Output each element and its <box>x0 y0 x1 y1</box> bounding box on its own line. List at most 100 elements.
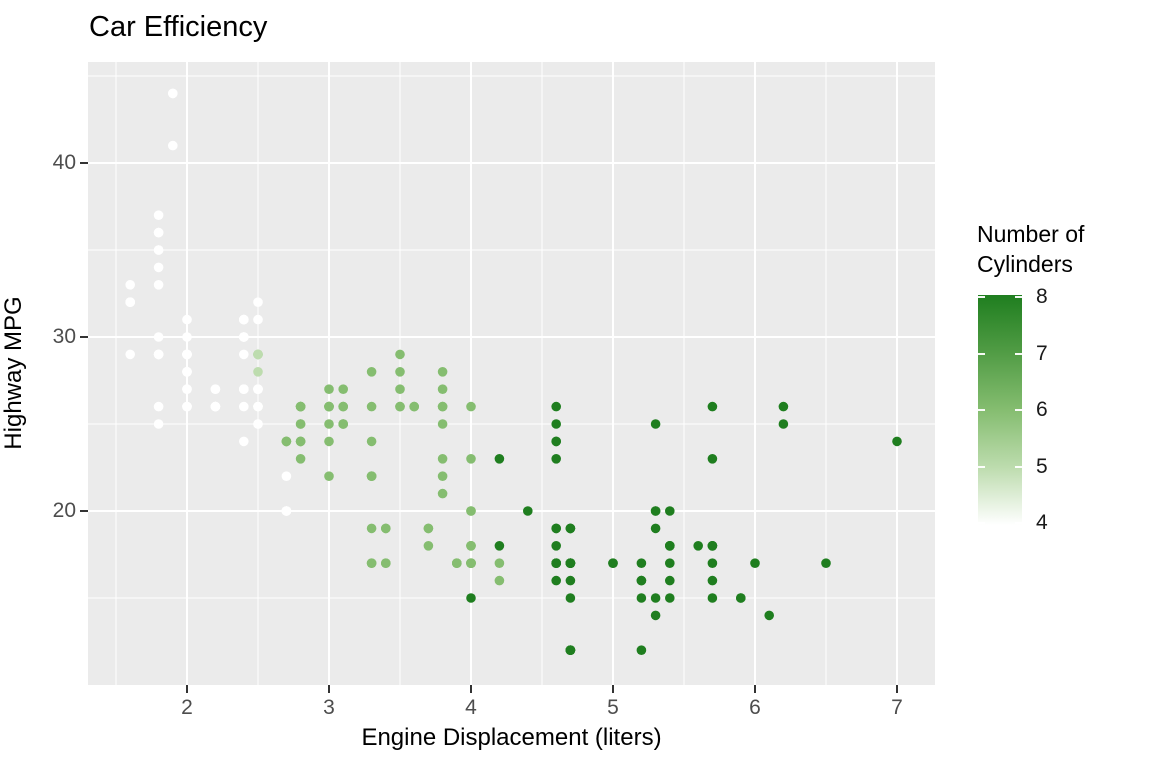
data-point <box>437 401 448 412</box>
data-point <box>253 419 263 429</box>
data-point <box>381 523 391 534</box>
y-axis-title: Highway MPG <box>0 296 27 450</box>
data-point <box>182 367 192 377</box>
data-point <box>423 541 434 551</box>
data-point <box>565 593 576 603</box>
data-point <box>466 541 476 551</box>
x-tick-label: 2 <box>181 696 193 719</box>
data-point <box>366 401 377 412</box>
legend-title-line-1: Number of <box>977 221 1085 247</box>
data-point <box>153 262 164 273</box>
data-point <box>338 384 348 395</box>
data-point <box>608 558 618 568</box>
legend-title-line-2: Cylinders <box>977 251 1073 277</box>
data-point <box>551 419 561 429</box>
data-point <box>324 401 334 412</box>
data-point <box>466 506 476 516</box>
data-point <box>281 436 292 447</box>
x-axis-tick <box>328 685 330 693</box>
data-point <box>452 558 462 568</box>
data-point <box>437 384 448 395</box>
legend-colorbar-tick <box>1015 296 1022 298</box>
data-point <box>253 384 263 395</box>
data-point <box>168 88 178 99</box>
data-point <box>338 401 348 412</box>
legend-colorbar-tick <box>978 409 985 411</box>
data-point <box>125 297 135 307</box>
data-point <box>707 454 718 464</box>
data-point <box>395 349 405 360</box>
data-point <box>551 454 561 464</box>
data-point <box>366 471 377 482</box>
data-point <box>551 558 561 568</box>
data-point <box>636 575 647 586</box>
data-point <box>665 506 675 516</box>
x-tick-label: 4 <box>465 696 477 719</box>
data-point <box>750 558 760 568</box>
data-point <box>366 436 377 447</box>
data-point <box>125 349 135 360</box>
data-point <box>182 384 192 395</box>
data-point <box>693 541 703 551</box>
data-point <box>665 541 675 551</box>
data-point <box>253 297 263 307</box>
x-tick-label: 5 <box>607 696 619 719</box>
data-point <box>466 401 476 412</box>
data-point <box>437 471 448 482</box>
legend-title: Number of Cylinders <box>977 219 1084 279</box>
data-point <box>778 419 789 429</box>
data-point <box>210 401 221 412</box>
x-axis-tick <box>470 685 472 693</box>
data-point <box>210 384 221 395</box>
data-point <box>665 558 675 568</box>
x-tick-label: 3 <box>323 696 335 719</box>
data-point <box>253 349 263 360</box>
data-point <box>395 367 405 377</box>
legend-colorbar-tick <box>1015 352 1022 355</box>
y-axis-tick <box>80 162 88 164</box>
data-point <box>494 454 505 464</box>
data-point <box>551 575 561 586</box>
legend-colorbar <box>978 295 1022 525</box>
legend-colorbar-tick <box>1015 522 1022 524</box>
data-point <box>253 314 263 325</box>
data-point <box>239 332 249 342</box>
data-point <box>665 593 675 603</box>
data-point <box>182 332 192 342</box>
data-point <box>551 541 561 551</box>
legend-colorbar-tick <box>978 465 985 468</box>
data-point <box>338 419 348 429</box>
y-axis-tick <box>80 336 88 338</box>
data-point <box>366 367 377 377</box>
x-axis-tick <box>612 685 614 693</box>
data-point <box>551 523 561 534</box>
data-point <box>665 575 675 586</box>
data-point <box>565 645 576 655</box>
legend-colorbar-tick <box>978 352 985 355</box>
data-point <box>153 349 164 360</box>
data-point <box>650 610 661 621</box>
data-point <box>295 419 306 429</box>
data-point <box>253 367 263 377</box>
data-point <box>650 593 661 603</box>
legend-colorbar-tick <box>1015 409 1022 411</box>
data-point <box>153 332 164 342</box>
data-point <box>395 384 405 395</box>
data-point <box>153 419 164 429</box>
legend-tick-label: 7 <box>1036 341 1048 365</box>
data-point <box>707 541 718 551</box>
data-point <box>182 401 192 412</box>
y-axis-tick <box>80 510 88 512</box>
data-point <box>494 558 505 568</box>
plot-panel <box>88 62 935 685</box>
data-point <box>565 575 576 586</box>
data-point <box>153 280 164 290</box>
data-point <box>523 506 533 516</box>
data-point <box>153 401 164 412</box>
data-point <box>778 401 789 412</box>
data-point <box>551 401 561 412</box>
data-point <box>239 349 249 360</box>
data-point <box>650 419 661 429</box>
data-point <box>366 523 377 534</box>
x-tick-label: 7 <box>891 696 903 719</box>
